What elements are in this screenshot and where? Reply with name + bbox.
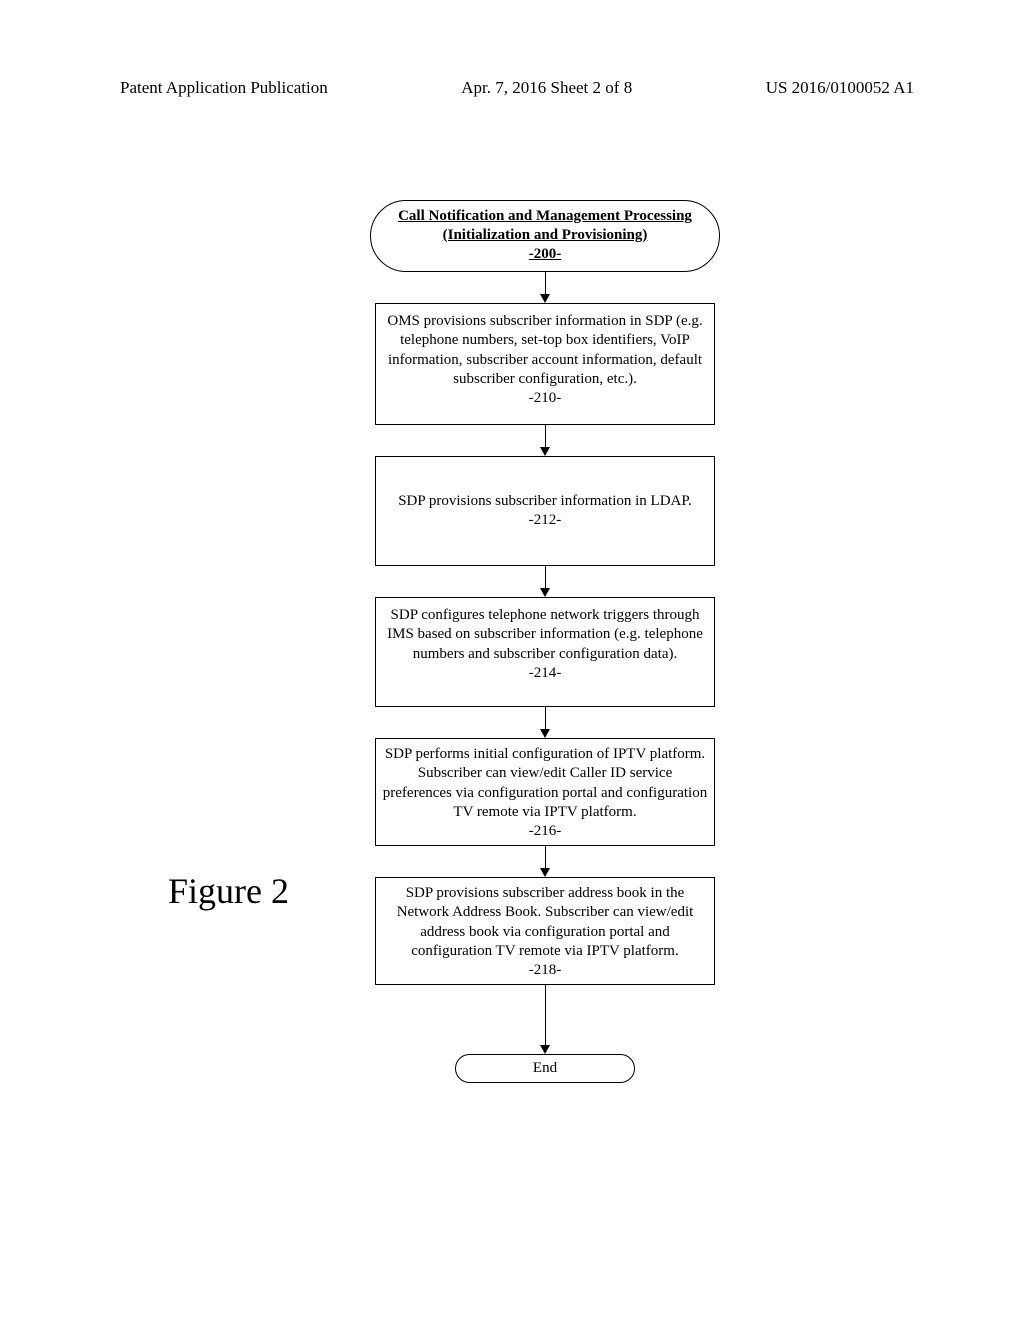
step-210: OMS provisions subscriber information in…: [375, 303, 715, 425]
header-right: US 2016/0100052 A1: [766, 78, 914, 98]
start-title: Call Notification and Management Process…: [381, 207, 709, 226]
arrow-3: [330, 566, 760, 597]
step-216-text: SDP performs initial configuration of IP…: [382, 745, 708, 822]
start-ref: -200-: [381, 245, 709, 264]
step-212-text: SDP provisions subscriber information in…: [382, 492, 708, 511]
step-212-ref: -212-: [382, 511, 708, 530]
header-center: Apr. 7, 2016 Sheet 2 of 8: [461, 78, 632, 98]
step-218: SDP provisions subscriber address book i…: [375, 877, 715, 985]
figure-label: Figure 2: [168, 870, 289, 912]
arrow-4: [330, 707, 760, 738]
arrow-1: [330, 272, 760, 303]
step-214: SDP configures telephone network trigger…: [375, 597, 715, 707]
step-210-text: OMS provisions subscriber information in…: [382, 312, 708, 389]
step-216-ref: -216-: [382, 822, 708, 841]
step-210-ref: -210-: [382, 389, 708, 408]
step-214-ref: -214-: [382, 664, 708, 683]
step-212: SDP provisions subscriber information in…: [375, 456, 715, 566]
end-terminator: End: [455, 1054, 635, 1083]
header-left: Patent Application Publication: [120, 78, 328, 98]
page-header: Patent Application Publication Apr. 7, 2…: [0, 78, 1024, 98]
step-218-ref: -218-: [382, 961, 708, 980]
step-218-text: SDP provisions subscriber address book i…: [382, 884, 708, 961]
arrow-6: [330, 985, 760, 1054]
step-214-text: SDP configures telephone network trigger…: [382, 606, 708, 664]
arrow-2: [330, 425, 760, 456]
flowchart: Call Notification and Management Process…: [330, 200, 760, 1083]
start-subtitle: (Initialization and Provisioning): [381, 226, 709, 245]
start-terminator: Call Notification and Management Process…: [370, 200, 720, 272]
arrow-5: [330, 846, 760, 877]
end-label: End: [533, 1060, 557, 1076]
step-216: SDP performs initial configuration of IP…: [375, 738, 715, 846]
